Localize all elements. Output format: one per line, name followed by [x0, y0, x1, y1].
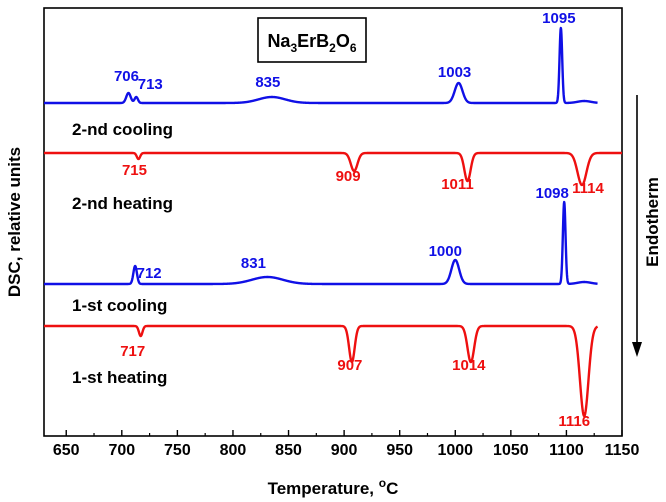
y-axis-title: DSC, relative units — [5, 147, 24, 297]
peak-label-712: 712 — [137, 265, 162, 282]
trace-2-nd-cooling — [43, 26, 599, 105]
x-tick-label-850: 850 — [275, 442, 302, 459]
trace-1-st-cooling — [43, 200, 599, 286]
peak-label-1014: 1014 — [452, 357, 486, 374]
x-tick-label-1100: 1100 — [549, 442, 584, 459]
endotherm-arrow-head — [632, 342, 642, 357]
series-label-2nd-cooling: 2-nd cooling — [72, 120, 173, 139]
trace-1-st-heating — [43, 324, 599, 418]
x-tick-label-1000: 1000 — [437, 442, 473, 459]
x-tick-label-1050: 1050 — [493, 442, 529, 459]
endotherm-indicator: Endotherm — [632, 95, 662, 357]
x-tick-label-800: 800 — [220, 442, 247, 459]
trace-2-nd-heating — [43, 151, 623, 187]
x-tick-label-900: 900 — [331, 442, 358, 459]
peak-label-715: 715 — [122, 162, 147, 179]
peak-label-1116: 1116 — [558, 413, 590, 430]
peak-label-1000: 1000 — [429, 243, 462, 260]
series-label-1st-cooling: 1-st cooling — [72, 296, 167, 315]
peak-label-831: 831 — [241, 255, 266, 272]
peak-label-717: 717 — [120, 343, 145, 360]
peak-label-1098: 1098 — [536, 185, 569, 202]
compound-box-outline — [257, 17, 367, 63]
peak-label-909: 909 — [336, 168, 361, 185]
x-axis-ticks: 650 700 750 800 850 900 950 1000 1050 1100 1150 — [53, 430, 640, 459]
peak-label-1095: 1095 — [542, 10, 575, 27]
x-tick-label-650: 650 — [53, 442, 80, 459]
x-tick-label-1150: 1150 — [605, 442, 640, 459]
peak-label-1011: 1011 — [441, 176, 474, 193]
series-label-1st-heating: 1-st heating — [72, 368, 167, 387]
peak-label-713: 713 — [138, 76, 163, 93]
x-axis-title: Temperature, oC — [268, 476, 399, 498]
compound-label-box: Na3ErB2O6 — [257, 17, 367, 63]
peak-label-907: 907 — [337, 357, 362, 374]
peak-label-1003: 1003 — [438, 64, 471, 81]
compound-formula: Na3ErB2O6 — [267, 31, 356, 55]
x-tick-label-950: 950 — [386, 442, 413, 459]
peak-label-1114: 1114 — [572, 180, 604, 197]
series-label-2nd-heating: 2-nd heating — [72, 194, 173, 213]
x-tick-label-750: 750 — [164, 442, 191, 459]
endotherm-label: Endotherm — [643, 177, 662, 267]
plot-frame — [43, 7, 623, 437]
peak-label-706: 706 — [114, 68, 139, 85]
peak-label-835: 835 — [255, 74, 280, 91]
x-tick-label-700: 700 — [108, 442, 135, 459]
